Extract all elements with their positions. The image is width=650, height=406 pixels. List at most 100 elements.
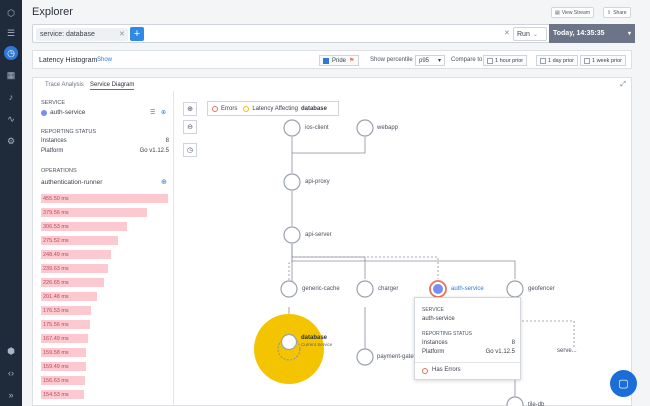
history-icon[interactable]: ◷ xyxy=(4,46,18,60)
latency-bar[interactable]: 154.53 ms xyxy=(41,390,84,399)
node-geofencer[interactable]: geofencer xyxy=(528,286,555,292)
service-dot xyxy=(41,110,47,116)
tooltip-reporting-label: REPORTING STATUS xyxy=(422,331,473,337)
compare-1-week[interactable]: 1 week prior xyxy=(580,55,626,66)
page-title: Explorer xyxy=(32,6,73,18)
latency-title: Latency Histogram xyxy=(39,57,98,64)
service-diagram: ⊕ ⊖ ◷ Errors Latency Affecting database xyxy=(174,91,632,406)
platform-row: Platform Go v1.12.5 xyxy=(41,148,169,154)
clock-icon[interactable]: ◷ xyxy=(183,143,197,157)
compare-1-day[interactable]: 1 day prior xyxy=(536,55,578,66)
diagram-legend: Errors Latency Affecting database xyxy=(207,101,339,116)
latency-bar[interactable]: 248.49 ms xyxy=(41,250,111,259)
close-icon[interactable]: ✕ xyxy=(119,31,125,38)
node-api-server[interactable]: api-server xyxy=(305,232,332,238)
latency-bar[interactable]: 226.65 ms xyxy=(41,278,104,287)
compare-to-label: Compare to xyxy=(451,57,483,63)
bell-icon[interactable]: ♪ xyxy=(8,92,14,102)
run-button[interactable]: Run ⌄ xyxy=(513,27,547,41)
latency-bar[interactable]: 156.63 ms xyxy=(41,376,85,385)
divider xyxy=(415,362,520,363)
add-filter-button[interactable]: + xyxy=(130,27,144,41)
node-tile-db[interactable]: tile-db xyxy=(528,402,545,406)
query-chip[interactable]: service: database xyxy=(36,28,128,41)
zoom-out-icon[interactable]: ⊖ xyxy=(183,120,197,134)
chevron-down-icon: ▾ xyxy=(627,31,631,37)
tooltip-platform: Platform Go v1.12.5 xyxy=(422,349,515,355)
node-database[interactable]: database xyxy=(301,335,328,341)
latency-bar[interactable]: 159.49 ms xyxy=(41,362,86,371)
checkbox[interactable] xyxy=(540,57,546,64)
settings-icon[interactable]: ⚙ xyxy=(6,135,16,146)
node-generic-cache[interactable]: generic-cache xyxy=(302,286,340,292)
node-ios-client[interactable]: ios-client xyxy=(305,125,329,131)
flag-icon: ⚑ xyxy=(349,58,355,64)
checkbox[interactable] xyxy=(584,57,590,64)
chat-icon[interactable]: ▢ xyxy=(610,370,637,397)
checkbox-checked[interactable] xyxy=(323,57,329,64)
latency-ring-icon xyxy=(243,105,250,112)
database-node-highlight xyxy=(254,314,324,384)
pulse-icon[interactable]: ∿ xyxy=(7,113,15,124)
latency-bar[interactable]: 175.56 ms xyxy=(41,320,90,329)
code-icon[interactable]: ‹› xyxy=(8,368,14,378)
sidebar: ⬡ ☰ ◷ ▦ ♪ ∿ ⚙ ⬢ ‹› » xyxy=(0,0,22,406)
grid-icon[interactable]: ▦ xyxy=(6,69,16,80)
current-service-label: Current Service xyxy=(301,342,333,347)
add-icon[interactable]: ⊕ xyxy=(161,179,167,186)
service-label: SERVICE xyxy=(41,100,66,106)
latency-bar[interactable]: 455.50 ms xyxy=(41,194,168,203)
latency-bar[interactable]: 379.56 ms xyxy=(41,208,147,217)
query-bar[interactable]: service: database ✕ + ✕ Run ⌄ Today, 14:… xyxy=(32,24,635,43)
latency-bar[interactable]: 239.63 ms xyxy=(41,264,108,273)
clear-icon[interactable]: ✕ xyxy=(504,30,510,37)
checkbox[interactable] xyxy=(487,57,493,64)
service-name: auth-service xyxy=(50,109,86,116)
latency-bar[interactable]: 159.58 ms xyxy=(41,348,86,357)
zoom-in-icon[interactable]: ⊕ xyxy=(183,102,197,116)
instances-row: Instances 8 xyxy=(41,138,169,144)
service-details: SERVICE auth-service ☰ ⊕ REPORTING STATU… xyxy=(33,91,174,406)
latency-bar[interactable]: 201.48 ms xyxy=(41,292,97,301)
add-icon[interactable]: ⊕ xyxy=(161,110,167,116)
filter-icon[interactable]: ☰ xyxy=(150,110,156,116)
node-payment-gateway[interactable]: payment-gatewa... xyxy=(377,354,427,360)
collapse-icon[interactable]: » xyxy=(8,390,14,400)
stream-icon: ▤ xyxy=(555,9,560,16)
percentile-select[interactable]: p95 ▾ xyxy=(415,55,445,66)
tooltip-has-errors: Has Errors xyxy=(422,367,515,374)
tooltip-service: auth-service xyxy=(422,316,455,322)
share-button[interactable]: ⇪ Share xyxy=(603,7,631,18)
latency-bar[interactable]: 306.53 ms xyxy=(41,222,127,231)
latency-bar[interactable]: 275.52 ms xyxy=(41,236,118,245)
reporting-status-label: REPORTING STATUS xyxy=(41,129,97,135)
expand-icon[interactable]: ⤢ xyxy=(620,81,626,88)
latency-histogram-bar: Latency Histogram Show Pride ⚑ Show perc… xyxy=(32,50,632,69)
pride-toggle[interactable]: Pride ⚑ xyxy=(319,55,359,66)
node-charger[interactable]: charger xyxy=(378,286,399,292)
tab-trace-analysis[interactable]: Trace Analysis xyxy=(45,82,84,88)
latency-bar[interactable]: 167.49 ms xyxy=(41,334,88,343)
node-api-proxy[interactable]: api-proxy xyxy=(305,179,330,185)
operations-label: OPERATIONS xyxy=(41,168,77,174)
node-server[interactable]: serve... xyxy=(557,348,577,354)
node-webapp[interactable]: webapp xyxy=(377,125,399,131)
logo-icon[interactable]: ⬡ xyxy=(7,7,15,18)
operation-name[interactable]: authentication-runner xyxy=(41,179,103,186)
tab-service-diagram[interactable]: Service Diagram xyxy=(90,82,135,90)
service-tooltip: SERVICE auth-service REPORTING STATUS In… xyxy=(414,297,521,380)
view-stream-button[interactable]: ▤ View Stream xyxy=(551,7,594,18)
compare-1-hour[interactable]: 1 hour prior xyxy=(483,55,528,66)
package-icon[interactable]: ⬢ xyxy=(7,345,15,356)
menu-icon[interactable]: ☰ xyxy=(6,27,16,38)
node-auth-service[interactable]: auth-service xyxy=(451,286,484,292)
error-ring-icon xyxy=(422,368,428,374)
show-percentile-label: Show percentile xyxy=(370,57,413,63)
chevron-down-icon: ▾ xyxy=(437,58,441,64)
chevron-down-icon: ⌄ xyxy=(532,31,538,38)
time-picker[interactable]: Today, 14:35:35 ▾ xyxy=(549,24,635,43)
show-link[interactable]: Show xyxy=(97,57,113,63)
share-icon: ⇪ xyxy=(607,9,612,16)
tooltip-service-label: SERVICE xyxy=(422,307,444,313)
latency-bar[interactable]: 176.53 ms xyxy=(41,306,91,315)
